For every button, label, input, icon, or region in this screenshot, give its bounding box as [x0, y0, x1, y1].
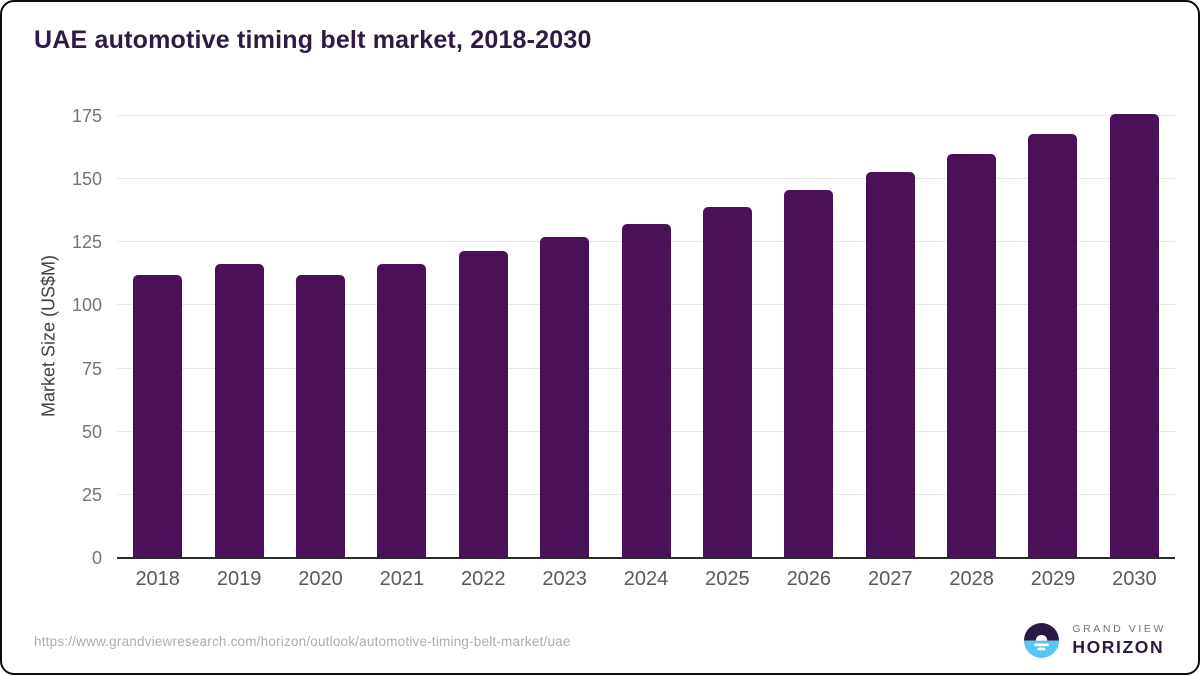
- x-tick-label-2026: 2026: [786, 568, 832, 590]
- gridline-175: [117, 115, 1175, 116]
- y-tick-label-50: 50: [81, 421, 102, 442]
- plot-area: [117, 113, 1175, 559]
- bar-2024: [621, 223, 671, 558]
- x-tick-label-2030: 2030: [1112, 568, 1157, 590]
- logo-wordmark: GRAND VIEW HORIZON: [1072, 623, 1166, 658]
- x-tick-label-2024: 2024: [623, 568, 669, 590]
- source-url: https://www.grandviewresearch.com/horizo…: [34, 634, 571, 649]
- logo-text-grand-view: GRAND VIEW: [1072, 623, 1166, 635]
- x-tick-label-2028: 2028: [949, 568, 994, 590]
- bar-2021: [377, 264, 427, 558]
- bar-2026: [784, 190, 834, 558]
- x-tick-label-2029: 2029: [1030, 568, 1076, 590]
- chart-title: UAE automotive timing belt market, 2018-…: [34, 26, 592, 54]
- bar-slot-2020: [280, 116, 361, 558]
- bar-slot-2028: [931, 116, 1012, 558]
- y-tick-label-25: 25: [81, 484, 102, 505]
- bar-2018: [133, 275, 183, 558]
- bar-slot-2021: [361, 116, 442, 558]
- y-tick-label-125: 125: [71, 232, 102, 253]
- bar-2030: [1109, 113, 1159, 558]
- x-tick-label-2021: 2021: [379, 568, 425, 590]
- x-tick-label-2019: 2019: [216, 568, 262, 590]
- y-tick-label-0: 0: [91, 548, 102, 568]
- bar-2027: [865, 172, 915, 558]
- x-tick-label-2025: 2025: [705, 568, 750, 590]
- y-tick-label-100: 100: [71, 295, 102, 316]
- bar-2022: [458, 251, 508, 558]
- logo-text-horizon: HORIZON: [1072, 637, 1165, 657]
- bar-slot-2018: [117, 116, 198, 558]
- grand-view-horizon-logo: GRAND VIEW HORIZON: [1024, 623, 1166, 658]
- bar-slot-2026: [768, 116, 849, 558]
- bar-2020: [295, 274, 345, 558]
- x-tick-label-2022: 2022: [461, 568, 506, 590]
- bar-2025: [702, 207, 752, 558]
- y-tick-label-150: 150: [71, 169, 102, 190]
- bar-slot-2022: [443, 116, 524, 558]
- bar-slot-2019: [198, 116, 279, 558]
- x-axis-tick-labels: 2018 2019 2020 2021 2022 2023 2024 2025 2026 2027…: [117, 568, 1175, 591]
- y-axis-title: Market Size (US$M): [38, 254, 59, 418]
- bar-2019: [214, 263, 264, 558]
- bar-2029: [1028, 133, 1078, 558]
- x-tick-label-2020: 2020: [298, 568, 343, 590]
- y-tick-label-175: 175: [71, 106, 102, 126]
- y-tick-label-75: 75: [81, 358, 102, 379]
- x-tick-label-2027: 2027: [867, 568, 913, 590]
- bar-slot-2025: [687, 116, 768, 558]
- bar-slot-2023: [524, 116, 605, 558]
- bar-series: [117, 113, 1175, 558]
- bar-slot-2024: [605, 116, 686, 558]
- x-tick-label-2018: 2018: [135, 568, 180, 590]
- bar-slot-2030: [1094, 113, 1175, 558]
- x-axis-line: [117, 557, 1175, 559]
- bar-2028: [947, 153, 997, 558]
- bar-slot-2029: [1012, 116, 1093, 558]
- bar-slot-2027: [850, 116, 931, 558]
- gridline-150: [117, 178, 1175, 180]
- x-tick-label-2023: 2023: [542, 568, 587, 590]
- bar-2023: [540, 237, 590, 558]
- horizon-sun-icon: [1024, 623, 1060, 658]
